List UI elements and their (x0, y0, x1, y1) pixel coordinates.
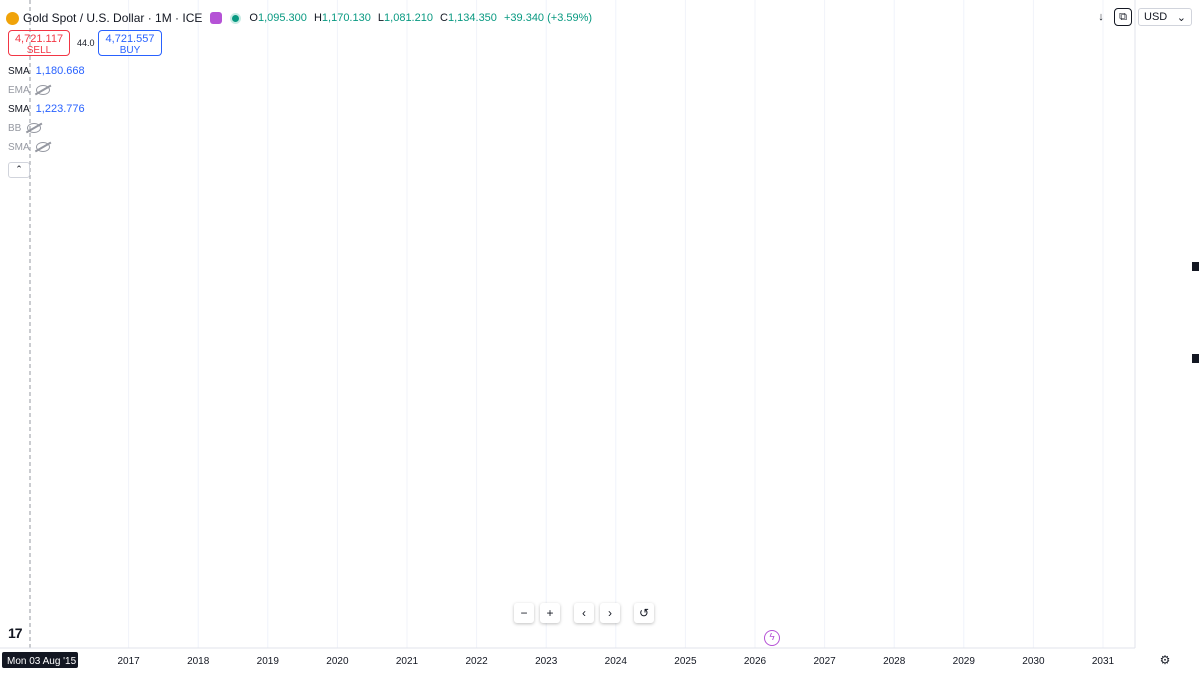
indicator-bb[interactable]: BB (8, 120, 42, 136)
hidden-eye-icon[interactable] (35, 85, 50, 95)
sell-button[interactable]: 4,721.117 SELL (8, 30, 70, 56)
year-tick-label: 2023 (535, 656, 558, 667)
change-value: +39.340 (+3.59%) (503, 12, 593, 24)
axis-edge-marker (1192, 354, 1199, 363)
symbol-title[interactable]: Gold Spot / U.S. Dollar · 1M · ICE (23, 11, 203, 25)
collapse-legend-icon[interactable]: ⌃ (8, 162, 30, 178)
currency-select[interactable]: USD ⌄ (1138, 8, 1192, 26)
year-tick-label: 2024 (605, 656, 628, 667)
chart-navigation: − + ‹ › ↺ (514, 603, 654, 623)
scroll-right-button[interactable]: › (600, 603, 620, 623)
year-tick-label: 2027 (813, 656, 836, 667)
scroll-left-button[interactable]: ‹ (574, 603, 594, 623)
year-tick-label: 2017 (117, 656, 140, 667)
zoom-out-button[interactable]: − (514, 603, 534, 623)
buy-button[interactable]: 4,721.557 BUY (98, 30, 162, 56)
hidden-eye-icon[interactable] (35, 142, 50, 152)
chart-legend-header: Gold Spot / U.S. Dollar · 1M · ICE O1,09… (6, 9, 592, 27)
buy-price: 4,721.557 (105, 33, 155, 45)
indicator-sma-2[interactable]: SMA 1,223.776 (8, 103, 85, 115)
year-tick-label: 2019 (257, 656, 280, 667)
crosshair-date-label: Mon 03 Aug '15 (7, 656, 77, 667)
year-tick-label: 2029 (953, 656, 976, 667)
year-tick-label: 2026 (744, 656, 767, 667)
indicator-sma-1[interactable]: SMA 1,180.668 (8, 65, 85, 77)
buy-label: BUY (119, 45, 141, 56)
high-value: 1,170.130 (321, 12, 371, 24)
price-axis[interactable] (1135, 0, 1199, 676)
lightning-icon[interactable]: ϟ (764, 630, 780, 646)
reset-chart-button[interactable]: ↺ (634, 603, 654, 623)
indicator-flag-icon[interactable] (210, 12, 223, 24)
spread-value: 44.0 (77, 38, 95, 48)
gear-icon[interactable]: ⚙ (1159, 653, 1171, 667)
hidden-eye-icon[interactable] (27, 123, 42, 133)
indicator-ema[interactable]: EMA (8, 82, 50, 98)
sell-price: 4,721.117 (14, 33, 64, 45)
year-tick-label: 2022 (465, 656, 488, 667)
chart-type-icon[interactable]: ⧉ (1114, 8, 1132, 26)
zoom-in-button[interactable]: + (540, 603, 560, 623)
open-value: 1,095.300 (257, 12, 307, 24)
market-open-icon (230, 12, 242, 24)
download-icon[interactable]: ↓ (1098, 11, 1104, 23)
year-tick-label: 2025 (674, 656, 697, 667)
year-tick-label: 2021 (396, 656, 419, 667)
chevron-down-icon: ⌄ (1176, 11, 1186, 24)
year-tick-label: 2030 (1022, 656, 1045, 667)
year-tick-label: 2031 (1092, 656, 1115, 667)
gold-symbol-icon (6, 11, 19, 25)
tradingview-logo[interactable]: 17 (8, 625, 23, 641)
sell-label: SELL (26, 45, 52, 56)
axis-edge-marker (1192, 262, 1199, 271)
year-tick-label: 2028 (883, 656, 906, 667)
chart-grid (128, 0, 1104, 648)
low-value: 1,081.210 (384, 12, 433, 24)
indicator-sma-3[interactable]: SMA (8, 139, 50, 155)
close-value: 1,134.350 (447, 12, 497, 24)
year-tick-label: 2020 (326, 656, 349, 667)
crosshair-date-badge (2, 652, 78, 668)
ohlc-values: O1,095.300 H1,170.130 L1,081.210 C1,134.… (249, 12, 593, 24)
year-tick-label: 2018 (187, 656, 210, 667)
